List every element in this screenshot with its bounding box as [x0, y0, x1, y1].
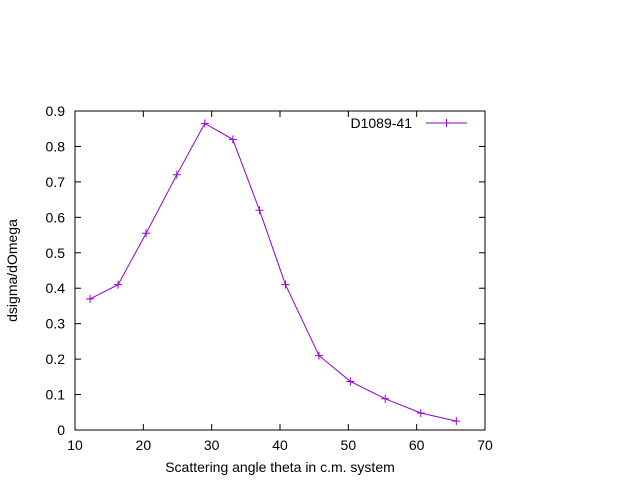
data-point	[281, 280, 290, 289]
data-point	[452, 417, 461, 426]
data-point	[381, 394, 390, 403]
axis-ticks	[74, 110, 486, 431]
series-layer	[86, 119, 461, 426]
y-tick-label: 0.8	[46, 138, 66, 154]
y-axis-label: dsigma/dOmega	[4, 219, 20, 322]
y-tick-label: 0.7	[46, 174, 66, 190]
tick-labels: 10 20 30 40 50 60 70 0 0.1 0.2 0.3 0.4 0.5 0.6 0.7 0.8 0…	[46, 103, 493, 453]
y-tick-label: 0.2	[46, 351, 66, 367]
x-tick-label: 10	[67, 437, 83, 453]
data-point	[200, 119, 209, 128]
data-point	[228, 135, 237, 144]
x-axis-label: Scattering angle theta in c.m. system	[165, 459, 395, 475]
y-tick-label: 0.4	[46, 280, 66, 296]
x-tick-label: 60	[409, 437, 425, 453]
plot-frame	[74, 110, 486, 431]
data-point	[346, 377, 355, 386]
y-tick-label: 0.9	[46, 103, 66, 119]
y-tick-label: 0.1	[46, 387, 66, 403]
legend: D1089-41	[351, 115, 467, 131]
x-tick-label: 20	[136, 437, 152, 453]
data-point	[86, 294, 95, 303]
x-tick-label: 30	[204, 437, 220, 453]
x-tick-label: 50	[341, 437, 357, 453]
data-point	[172, 170, 181, 179]
y-tick-label: 0.6	[46, 209, 66, 225]
x-tick-label: 70	[477, 437, 493, 453]
y-tick-label: 0.5	[46, 245, 66, 261]
legend-marker	[442, 119, 451, 127]
x-tick-label: 40	[272, 437, 288, 453]
series-line	[89, 122, 457, 422]
y-tick-label: 0	[57, 422, 65, 438]
y-tick-label: 0.3	[46, 316, 66, 332]
data-point	[114, 280, 123, 289]
data-point	[142, 229, 151, 238]
data-point	[255, 206, 264, 215]
data-point	[416, 408, 425, 417]
data-point	[314, 351, 323, 360]
legend-label: D1089-41	[351, 115, 413, 131]
